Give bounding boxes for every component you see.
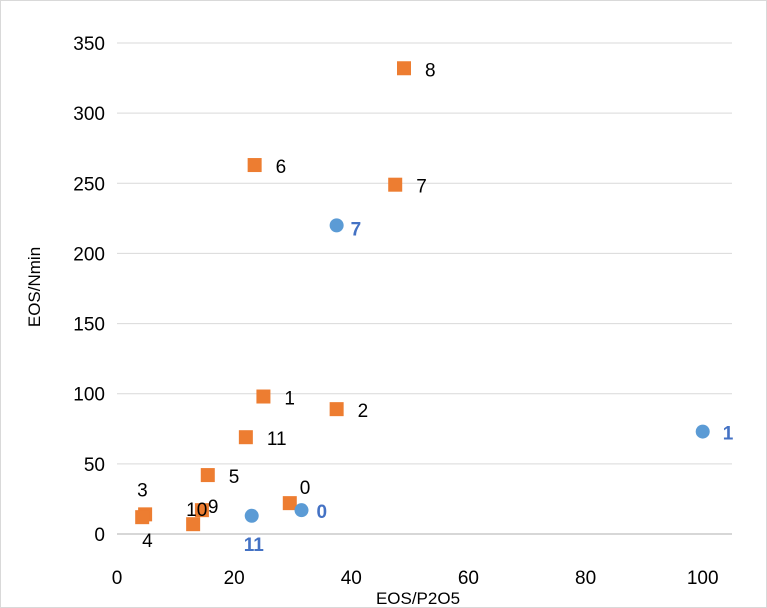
data-point-square (247, 158, 262, 173)
data-point-circle (695, 424, 710, 439)
x-axis-title: EOS/P2O5 (376, 589, 460, 608)
x-tick-label: 60 (458, 568, 479, 589)
data-point-circle (294, 503, 309, 518)
data-labels: 0 1 2 3 4 5 6 7 8 910 11 0 1 7 11 (137, 60, 734, 556)
y-tick-label: 50 (84, 455, 105, 476)
data-label: 10 (186, 500, 207, 521)
data-point-square (388, 177, 403, 192)
x-tick-label: 20 (224, 568, 245, 589)
data-point-square (238, 430, 253, 445)
y-tick-label: 300 (73, 104, 105, 125)
y-tick-label: 200 (73, 244, 105, 265)
data-label: 0 (300, 478, 311, 499)
y-tick-label: 0 (94, 525, 105, 546)
data-label: 9 (208, 497, 219, 518)
data-point-square (194, 503, 209, 518)
data-label: 7 (351, 219, 362, 240)
y-tick-label: 350 (73, 34, 105, 55)
y-tick-label: 150 (73, 315, 105, 336)
data-label: 2 (358, 401, 369, 422)
gridlines (117, 42, 732, 465)
y-tick-label: 100 (73, 385, 105, 406)
data-point-circle (244, 508, 259, 523)
data-points (135, 61, 710, 532)
x-tick-label: 80 (575, 568, 596, 589)
data-point-square (397, 61, 411, 76)
data-label: 11 (267, 429, 287, 450)
y-tick-labels: 0 50 100 150 200 250 300 350 (73, 34, 105, 546)
data-point-square (186, 517, 201, 532)
data-label: 4 (142, 531, 153, 552)
y-tick-label: 250 (73, 174, 105, 195)
data-label: 1 (723, 424, 734, 445)
data-label: 6 (276, 157, 287, 178)
data-point-square (329, 402, 344, 417)
x-tick-label: 100 (687, 568, 719, 589)
data-point-square (256, 389, 271, 404)
data-label: 3 (137, 480, 148, 501)
data-label: 11 (244, 535, 265, 556)
data-label: 7 (416, 177, 427, 198)
data-label: 0 (317, 502, 328, 523)
y-axis-title: EOS/Nmin (25, 247, 44, 327)
data-point-square (200, 468, 215, 483)
data-point-circle (329, 218, 344, 233)
x-tick-label: 40 (341, 568, 362, 589)
data-label: 1 (284, 389, 295, 410)
data-point-square (282, 496, 297, 511)
x-tick-labels: 0 20 40 60 80 100 (112, 568, 719, 589)
data-label: 5 (229, 467, 240, 488)
x-tick-label: 0 (112, 568, 123, 589)
data-label: 8 (425, 60, 436, 81)
data-point-square (135, 510, 150, 525)
